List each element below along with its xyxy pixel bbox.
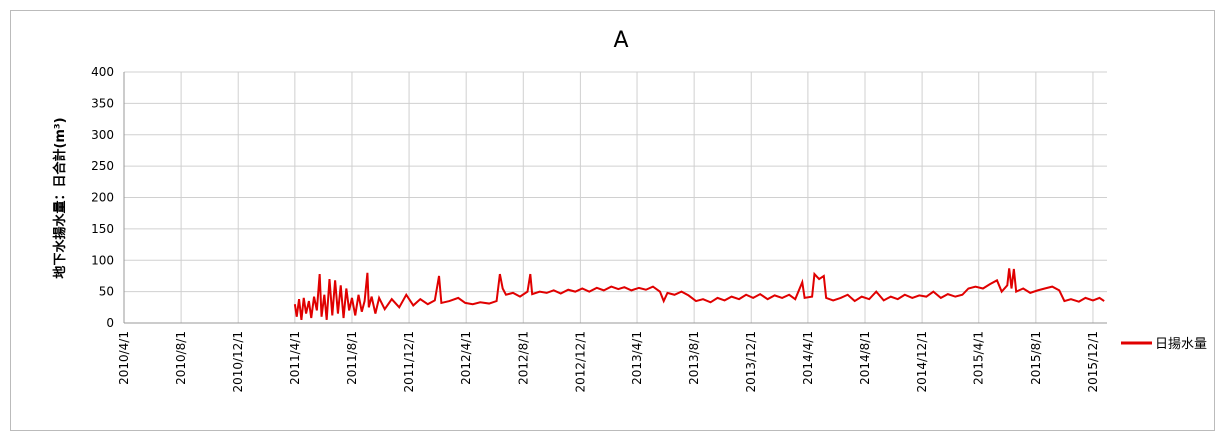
y-tick-label: 350: [91, 96, 114, 110]
y-axis-label: 地下水揚水量：日合計(m³): [52, 117, 68, 278]
x-tick-label: 2013/12/1: [744, 331, 758, 393]
x-tick-label: 2014/4/1: [801, 331, 815, 385]
y-tick-label: 250: [91, 159, 114, 173]
x-tick-label: 2012/4/1: [459, 331, 473, 385]
x-tick-label: 2011/12/1: [402, 331, 416, 393]
x-tick-label: 2011/4/1: [288, 331, 302, 385]
x-tick-label: 2010/12/1: [231, 331, 245, 393]
y-tick-label: 100: [91, 253, 114, 267]
x-tick-label: 2015/12/1: [1086, 331, 1100, 393]
x-tick-label: 2013/8/1: [687, 331, 701, 385]
x-tick-label: 2014/12/1: [915, 331, 929, 393]
x-tick-label: 2014/8/1: [858, 331, 872, 385]
y-tick-label: 150: [91, 222, 114, 236]
x-tick-label: 2011/8/1: [345, 331, 359, 385]
x-tick-label: 2013/4/1: [630, 331, 644, 385]
series-line: [293, 268, 1105, 320]
x-tick-label: 2012/12/1: [573, 331, 587, 393]
x-tick-label: 2010/4/1: [117, 331, 131, 385]
x-tick-label: 2012/8/1: [516, 331, 530, 385]
x-tick-label: 2015/8/1: [1029, 331, 1043, 385]
chart-title: A: [613, 28, 628, 53]
x-tick-label: 2010/8/1: [174, 331, 188, 385]
y-tick-label: 50: [99, 285, 114, 299]
x-tick-label: 2015/4/1: [972, 331, 986, 385]
y-tick-label: 400: [91, 65, 114, 79]
y-tick-label: 200: [91, 191, 114, 205]
y-tick-label: 0: [106, 316, 114, 330]
chart-frame: [10, 10, 1215, 431]
y-tick-label: 300: [91, 128, 114, 142]
legend-label: 日揚水量: [1155, 336, 1207, 352]
